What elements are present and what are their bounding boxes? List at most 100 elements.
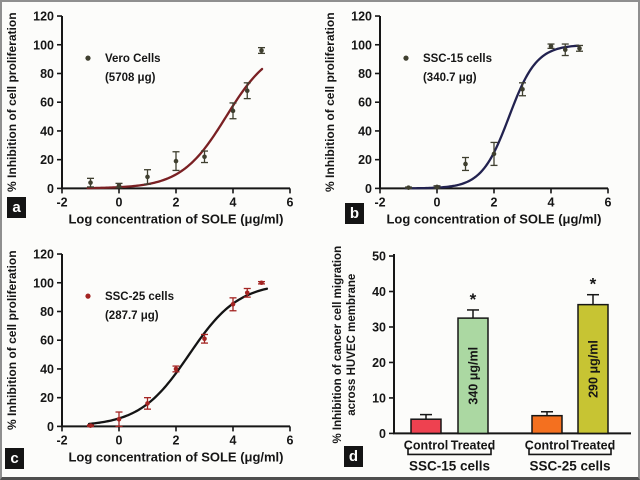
y-tick-label: 80 bbox=[40, 67, 54, 81]
y-tick-label: 100 bbox=[33, 276, 54, 290]
panel-label-b: b bbox=[345, 202, 364, 224]
panel-b: -2 0 2 4 6 0 20 40 60 80 100 120 Log concentration o… bbox=[320, 2, 638, 240]
marker-dot bbox=[88, 422, 93, 428]
legend-ic50-value: (340.7 μg) bbox=[423, 72, 477, 84]
bar bbox=[410, 417, 442, 434]
marker-dot bbox=[406, 185, 411, 190]
data-point bbox=[433, 184, 441, 190]
x-tick-label: -2 bbox=[374, 195, 385, 209]
y-tick-label: 120 bbox=[33, 247, 54, 261]
y-tick-label: 40 bbox=[372, 285, 386, 299]
y-tick-label: 100 bbox=[351, 38, 372, 52]
y-tick-label: 120 bbox=[33, 10, 54, 24]
legend-cell-line: SSC-15 cells bbox=[423, 53, 492, 65]
bar-group: Control bbox=[404, 413, 448, 452]
legend-ic50-value: (5708 μg) bbox=[105, 72, 156, 84]
y-axis-label: across HUVEC membrane bbox=[346, 273, 358, 415]
bar bbox=[531, 414, 563, 434]
group-label: SSC-15 cells bbox=[409, 458, 490, 473]
marker-dot bbox=[116, 183, 122, 188]
y-tick-label: 10 bbox=[372, 391, 386, 405]
x-tick-label: -2 bbox=[56, 195, 67, 209]
data-point bbox=[229, 102, 237, 120]
x-tick-label: 4 bbox=[230, 195, 237, 209]
panel-label-d: d bbox=[344, 446, 363, 467]
x-tick-label: 2 bbox=[491, 195, 498, 209]
marker-dot bbox=[577, 46, 582, 51]
data-point bbox=[87, 422, 94, 428]
significance-asterisk: * bbox=[590, 274, 597, 293]
x-tick-label: 6 bbox=[605, 195, 612, 209]
bar-group: Control bbox=[525, 410, 569, 452]
panel-c: -2 0 2 4 6 0 20 40 60 80 100 120 Log concentration o… bbox=[2, 240, 320, 478]
y-tick-label: 120 bbox=[351, 10, 372, 24]
y-tick-label: 0 bbox=[379, 426, 386, 440]
data-point bbox=[576, 44, 583, 52]
y-tick-label: 40 bbox=[40, 362, 54, 376]
bar bbox=[577, 303, 609, 434]
y-tick-label: 0 bbox=[365, 182, 372, 196]
marker-dot bbox=[230, 108, 236, 114]
marker-dot bbox=[244, 88, 250, 94]
data-point bbox=[405, 185, 412, 190]
marker-dot bbox=[202, 154, 207, 160]
data-point bbox=[258, 46, 265, 55]
panel-a: -2 0 2 4 6 0 20 40 60 80 100 120 Log concentration o… bbox=[2, 2, 320, 240]
group-bracket bbox=[528, 446, 612, 455]
sigmoid-fit-curve bbox=[87, 287, 269, 425]
data-point bbox=[144, 396, 151, 410]
x-tick-label: -2 bbox=[56, 433, 67, 447]
y-tick-label: 60 bbox=[358, 96, 372, 110]
data-point bbox=[87, 177, 94, 188]
y-tick-label: 20 bbox=[372, 355, 386, 369]
y-tick-label: 60 bbox=[40, 333, 54, 347]
y-axis-label: % Inhibition of cancer cell migration bbox=[332, 245, 344, 443]
x-tick-label: 2 bbox=[173, 195, 180, 209]
group-bracket bbox=[407, 446, 492, 455]
y-tick-label: 0 bbox=[47, 182, 54, 196]
marker-dot bbox=[202, 335, 207, 341]
y-tick-label: 100 bbox=[33, 38, 54, 52]
marker-dot bbox=[562, 47, 568, 53]
y-tick-label: 30 bbox=[372, 320, 386, 334]
bar-category-label: Treated bbox=[451, 438, 495, 452]
data-point bbox=[172, 364, 180, 372]
axes bbox=[61, 253, 290, 427]
panel-label-c: c bbox=[5, 448, 24, 469]
marker-dot bbox=[88, 180, 93, 185]
panel-label-a: a bbox=[7, 196, 26, 218]
x-tick-label: 4 bbox=[230, 433, 237, 447]
marker-dot bbox=[145, 174, 150, 180]
marker-dot bbox=[259, 48, 264, 53]
legend-marker-icon bbox=[403, 55, 409, 61]
y-tick-label: 0 bbox=[47, 419, 54, 433]
y-tick-label: 80 bbox=[40, 304, 54, 318]
data-point bbox=[115, 182, 123, 189]
data-point bbox=[243, 287, 251, 298]
y-tick-label: 80 bbox=[358, 67, 372, 81]
y-tick-label: 50 bbox=[372, 249, 386, 263]
data-point bbox=[229, 296, 237, 311]
marker-dot bbox=[116, 416, 122, 422]
data-point bbox=[201, 333, 208, 344]
marker-dot bbox=[491, 151, 497, 157]
legend-cell-line: SSC-25 cells bbox=[105, 291, 174, 303]
migration-bar-chart: 0 10 20 30 40 50 % Inhibition of cancer cell m… bbox=[332, 245, 631, 473]
bar-category-label: Treated bbox=[571, 438, 615, 452]
marker-dot bbox=[244, 290, 250, 295]
bar-concentration-annotation: 340 μg/ml bbox=[467, 346, 481, 404]
significance-asterisk: * bbox=[470, 289, 477, 308]
marker-dot bbox=[173, 366, 179, 371]
data-point bbox=[561, 43, 569, 57]
data-point bbox=[172, 151, 180, 172]
x-axis-label: Log concentration of SOLE (μg/ml) bbox=[386, 211, 601, 226]
y-axis-label: % Inhibition of cell proliferation bbox=[5, 12, 19, 192]
x-tick-label: 0 bbox=[116, 195, 123, 209]
data-point bbox=[144, 169, 151, 185]
y-axis-label: % Inhibition of cell proliferation bbox=[5, 250, 19, 430]
y-tick-label: 40 bbox=[358, 124, 372, 138]
marker-dot bbox=[548, 43, 554, 49]
